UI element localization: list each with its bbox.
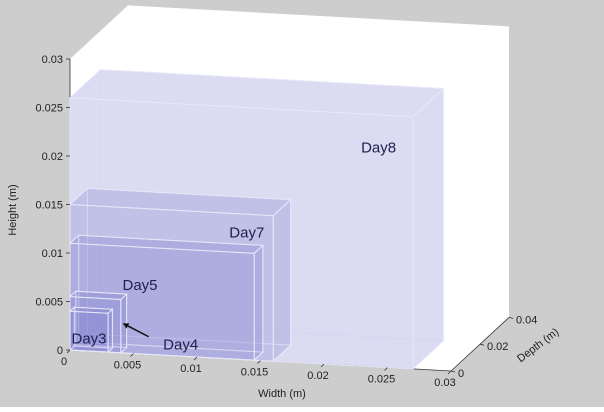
day4-arrow-head [123, 323, 130, 329]
depth-tick-mark [479, 343, 485, 346]
z-tick-label: 0 [57, 345, 63, 357]
depth-tick-label: 0.02 [487, 341, 508, 353]
box-day3 [68, 306, 114, 354]
x-tick-label: 0.005 [114, 360, 142, 372]
x-tick-mark [447, 370, 452, 375]
x-tick-label: 0.02 [307, 370, 328, 382]
x-tick-mark [257, 360, 261, 364]
z-tick-label: 0.03 [42, 54, 63, 66]
depth-tick-label: 0.04 [516, 314, 537, 326]
z-tick-label: 0.025 [35, 103, 63, 115]
box-day5 [68, 234, 265, 362]
box-label-day3: Day3 [71, 330, 106, 347]
x-tick-label: 0 [61, 356, 67, 368]
z-tick-label: 0.015 [35, 200, 63, 212]
height-axis-title: Height (m) [7, 184, 19, 235]
box-labels: Day8 Day7 Day5 Day3 Day4 [71, 140, 396, 354]
box-day5-face [69, 242, 255, 361]
box-day3-face [107, 308, 113, 354]
box-day7-face [272, 198, 292, 363]
box-day8-face [69, 97, 414, 370]
box-label-day5: Day5 [122, 277, 157, 294]
boxes-group [68, 68, 445, 371]
x-tick-mark [130, 353, 134, 357]
box-label-day8: Day8 [361, 140, 396, 157]
x-tick-label: 0.015 [241, 367, 269, 379]
box-day8 [68, 68, 445, 371]
z-tick-label: 0.005 [35, 297, 63, 309]
box-day3-face [69, 310, 109, 353]
depth-tick-mark [508, 317, 514, 319]
box-label-day7: Day7 [229, 225, 264, 242]
depth-tick-label: 0 [458, 368, 464, 380]
box-label-day4: Day4 [163, 337, 198, 354]
x-axis-title: Width (m) [258, 388, 306, 400]
x-tick-label: 0.025 [368, 374, 396, 386]
plot-pane [70, 5, 509, 372]
x-tick-mark [66, 349, 71, 354]
x-tick-label: 0.03 [434, 377, 455, 389]
z-tick-label: 0.02 [42, 151, 63, 163]
z-tick-label: 0.01 [42, 248, 63, 260]
x-tick-mark [384, 367, 388, 371]
box-day8-face [412, 87, 444, 371]
x-tick-label: 0.01 [180, 363, 201, 375]
box-day5-face [253, 244, 264, 362]
x-tick-mark [320, 363, 325, 368]
x-tick-mark [193, 356, 198, 361]
depth-tick-mark [450, 370, 456, 373]
